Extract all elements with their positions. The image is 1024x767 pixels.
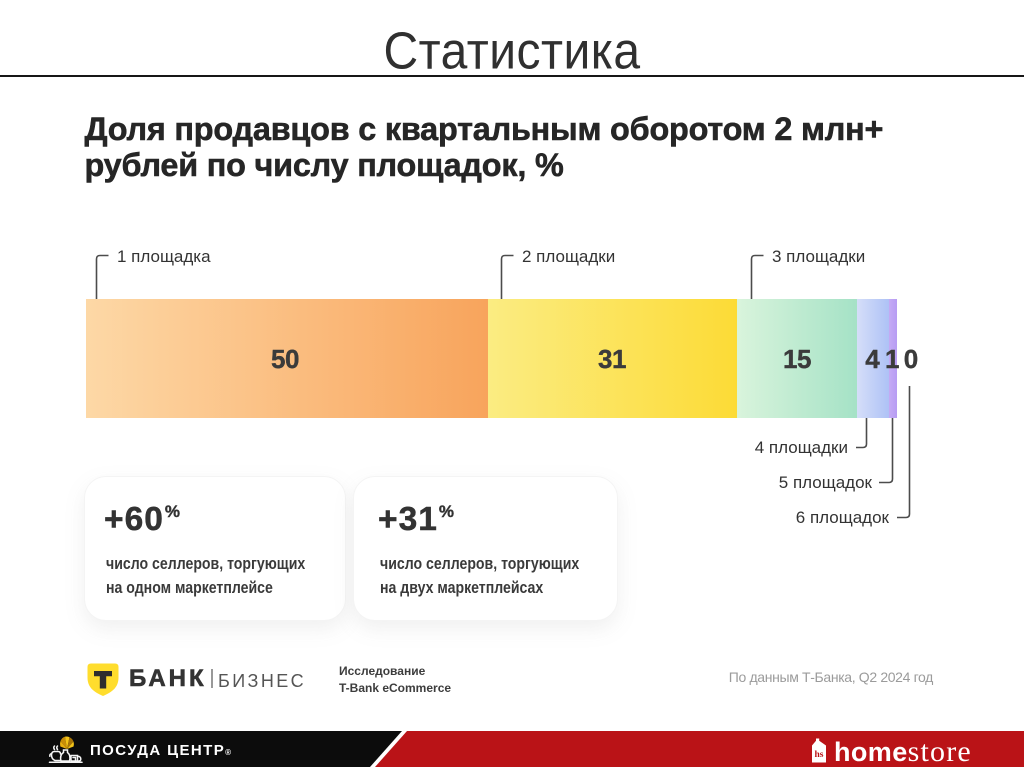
svg-text:hs: hs xyxy=(815,750,824,760)
